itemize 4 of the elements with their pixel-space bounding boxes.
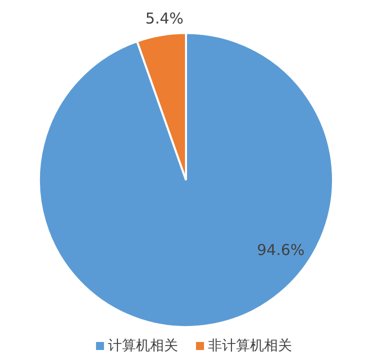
data-label: 94.6% (257, 241, 305, 260)
data-label: 5.4% (145, 9, 184, 28)
legend-label: 非计算机相关 (208, 338, 292, 354)
legend-label: 计算机相关 (108, 338, 178, 354)
